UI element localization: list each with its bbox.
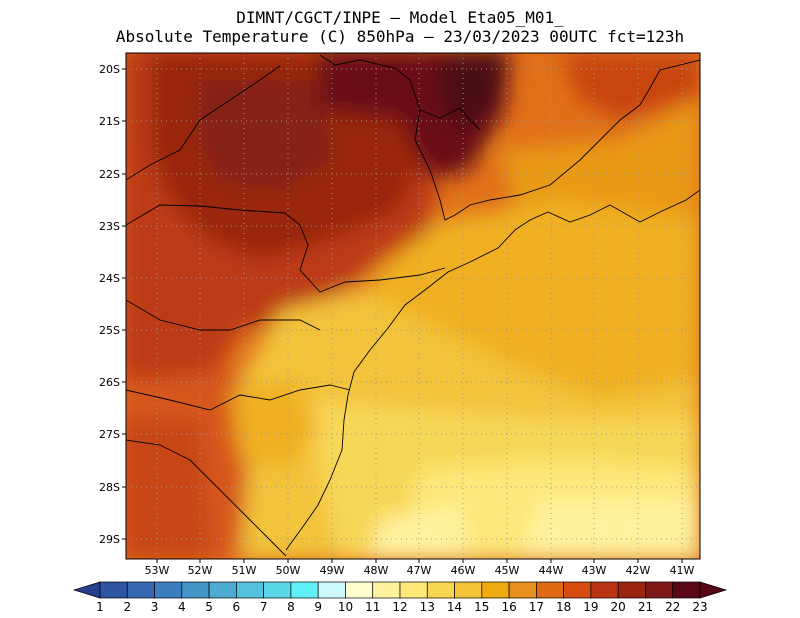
lon-label: 47W xyxy=(407,564,432,577)
colorbar-label: 8 xyxy=(287,600,295,614)
colorbar-label: 16 xyxy=(501,600,516,614)
colorbar-swatch xyxy=(99,581,128,599)
colorbar-label: 22 xyxy=(665,600,680,614)
colorbar-swatch xyxy=(536,581,564,599)
colorbar-swatch xyxy=(590,581,619,599)
colorbar-swatch xyxy=(154,581,183,599)
colorbar-swatch xyxy=(290,581,319,599)
colorbar-swatch xyxy=(617,581,646,599)
colorbar-swatch xyxy=(208,581,237,599)
colorbar-label: 1 xyxy=(96,600,104,614)
axis-ticks xyxy=(122,68,683,563)
colorbar-swatch xyxy=(672,581,701,599)
colorbar-label: 3 xyxy=(151,600,159,614)
colorbar-label: 12 xyxy=(392,600,407,614)
colorbar-label: 13 xyxy=(420,600,435,614)
colorbar-label: 11 xyxy=(365,600,380,614)
colorbar-swatch xyxy=(126,581,155,599)
lon-label: 42W xyxy=(626,564,651,577)
lon-label: 49W xyxy=(320,564,345,577)
chart-title-line-2: Absolute Temperature (C) 850hPa – 23/03/… xyxy=(115,27,685,46)
map-frame xyxy=(125,52,701,560)
colorbar xyxy=(72,581,728,599)
colorbar-label: 10 xyxy=(338,600,353,614)
colorbar-swatch xyxy=(426,581,455,599)
lon-label: 53W xyxy=(145,564,170,577)
colorbar-label: 18 xyxy=(556,600,571,614)
colorbar-label: 19 xyxy=(583,600,598,614)
lon-label: 45W xyxy=(495,564,520,577)
colorbar-label: 4 xyxy=(178,600,186,614)
lat-label: 29S xyxy=(99,533,120,546)
colorbar-swatch xyxy=(399,581,428,599)
lat-label: 23S xyxy=(99,220,120,233)
colorbar-label: 7 xyxy=(260,600,268,614)
lon-label: 50W xyxy=(276,564,301,577)
colorbar-swatch xyxy=(508,581,537,599)
lon-label: 48W xyxy=(364,564,389,577)
colorbar-label: 20 xyxy=(611,600,626,614)
colorbar-min-arrow xyxy=(72,581,101,599)
colorbar-max-arrow xyxy=(699,581,728,599)
colorbar-label: 14 xyxy=(447,600,462,614)
lat-label: 28S xyxy=(99,481,120,494)
lat-label: 26S xyxy=(99,376,120,389)
colorbar-swatch xyxy=(236,581,264,599)
lon-label: 43W xyxy=(582,564,607,577)
colorbar-label: 17 xyxy=(529,600,544,614)
chart-title-line-1: DIMNT/CGCT/INPE – Model Eta05_M01_ xyxy=(236,8,564,27)
lat-label: 27S xyxy=(99,428,120,441)
colorbar-labels: 1 2 3 4 5 6 7 8 9 10 11 12 13 14 15 16 17 18 19 20 21 22 23 xyxy=(96,600,707,614)
colorbar-swatch xyxy=(454,581,483,599)
colorbar-label: 2 xyxy=(123,600,131,614)
lat-label: 22S xyxy=(99,168,120,181)
colorbar-label: 21 xyxy=(638,600,653,614)
lon-label: 52W xyxy=(188,564,213,577)
colorbar-swatch xyxy=(563,581,592,599)
lat-label: 25S xyxy=(99,324,120,337)
lat-label: 21S xyxy=(99,115,120,128)
colorbar-swatch xyxy=(345,581,374,599)
colorbar-label: 6 xyxy=(233,600,241,614)
colorbar-swatch xyxy=(645,581,674,599)
colorbar-label: 9 xyxy=(314,600,322,614)
temperature-field xyxy=(126,53,700,559)
lat-label: 24S xyxy=(99,272,120,285)
lat-label: 20S xyxy=(99,63,120,76)
colorbar-swatch xyxy=(372,581,401,599)
lon-label: 41W xyxy=(670,564,695,577)
colorbar-label: 5 xyxy=(205,600,213,614)
colorbar-swatch xyxy=(181,581,210,599)
lon-label: 51W xyxy=(232,564,257,577)
colorbar-label: 23 xyxy=(692,600,707,614)
coastlines-and-borders xyxy=(126,54,700,557)
colorbar-swatch xyxy=(263,581,292,599)
lon-label: 44W xyxy=(539,564,564,577)
colorbar-swatch xyxy=(317,581,346,599)
colorbar-swatch xyxy=(481,581,510,599)
lon-label: 46W xyxy=(451,564,476,577)
colorbar-label: 15 xyxy=(474,600,489,614)
